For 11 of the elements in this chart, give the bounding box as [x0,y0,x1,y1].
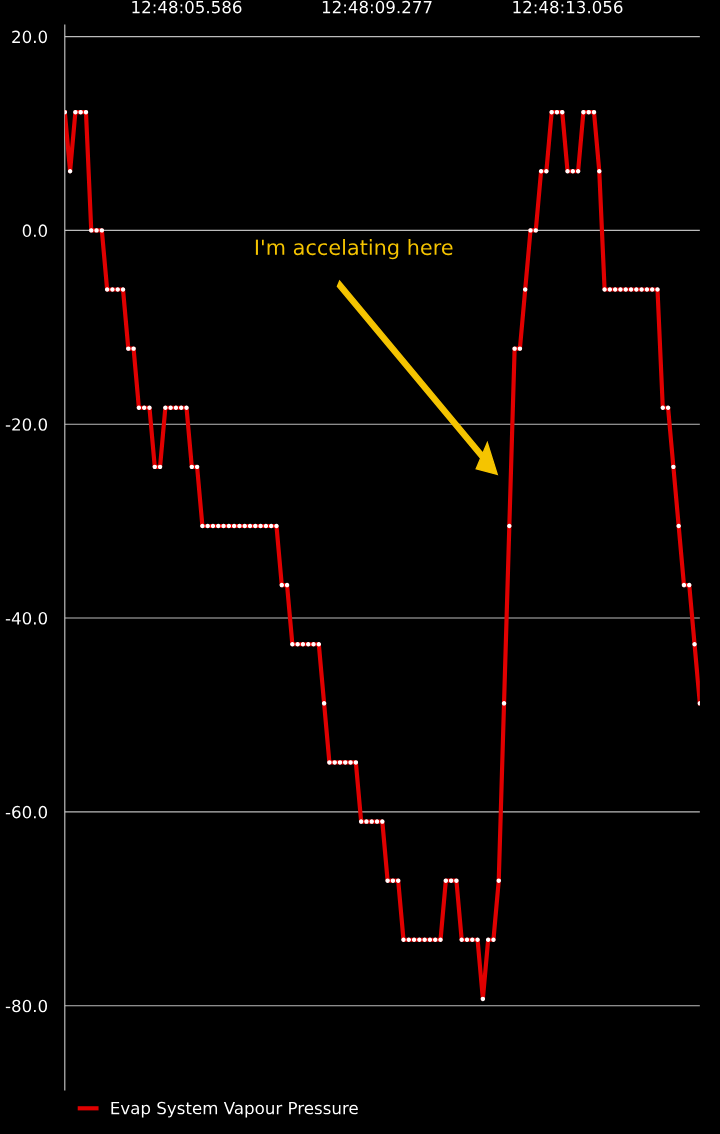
x-tick-label: 12:48:13.056 [513,0,623,14]
x-tick-label: 12:48:05.586 [132,0,242,14]
annotation: I'm accelating here [255,239,453,260]
y-tick-label: -80.0 [5,999,48,1013]
y-tick-label: -60.0 [5,805,48,819]
legend-label: Evap System Vapour Pressure [111,1101,358,1118]
y-tick-label: -40.0 [5,612,48,625]
y-tick-label: 0.0 [22,224,48,237]
y-tick-label: 20.0 [12,30,48,44]
x-tick-label: 12:48:09.277 [322,0,432,14]
y-tick-label: -20.0 [5,418,48,431]
